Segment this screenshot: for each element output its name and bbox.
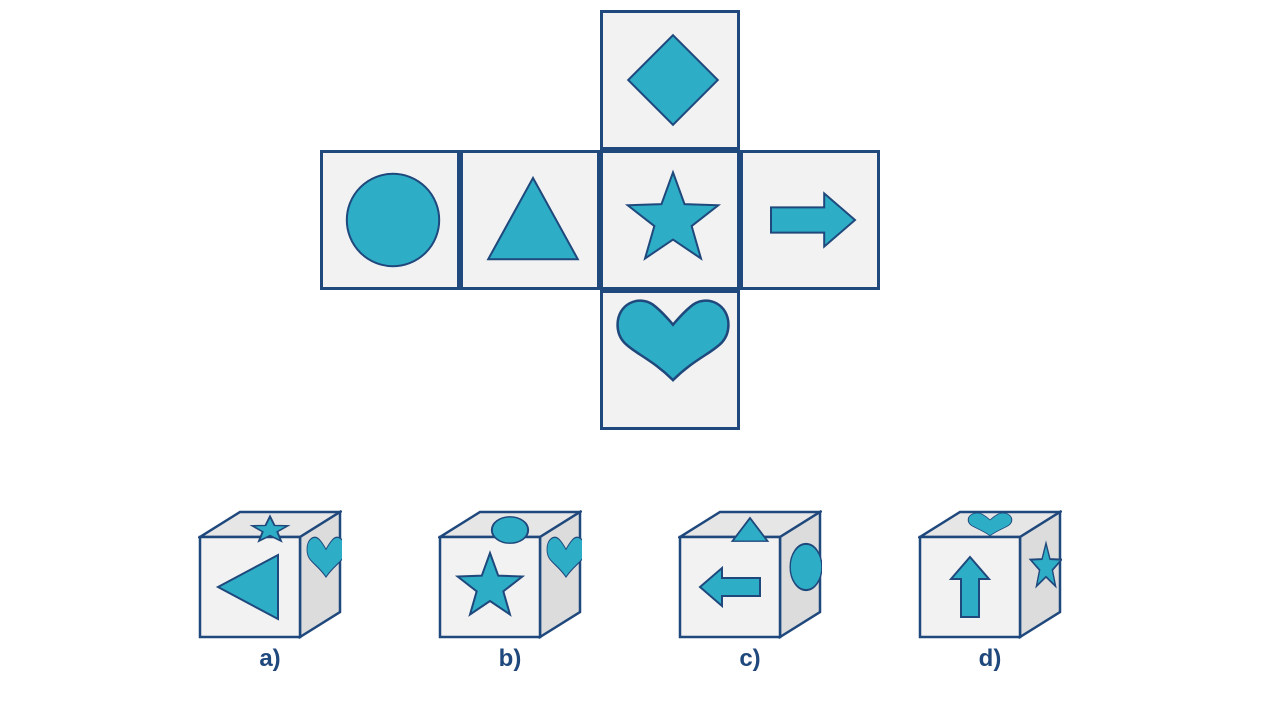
option-label: c)	[670, 645, 830, 673]
net-face-triangle	[460, 150, 600, 290]
net-face-arrow-right	[740, 150, 880, 290]
option-b[interactable]: b)	[430, 510, 590, 673]
net-face-star	[600, 150, 740, 290]
option-label: d)	[910, 645, 1070, 673]
option-c[interactable]: c)	[670, 510, 830, 673]
option-label: b)	[430, 645, 590, 673]
net-face-diamond	[600, 10, 740, 150]
net-face-heart	[600, 290, 740, 430]
net-face-circle	[320, 150, 460, 290]
option-d[interactable]: d)	[910, 510, 1070, 673]
option-a[interactable]: a)	[190, 510, 350, 673]
option-label: a)	[190, 645, 350, 673]
